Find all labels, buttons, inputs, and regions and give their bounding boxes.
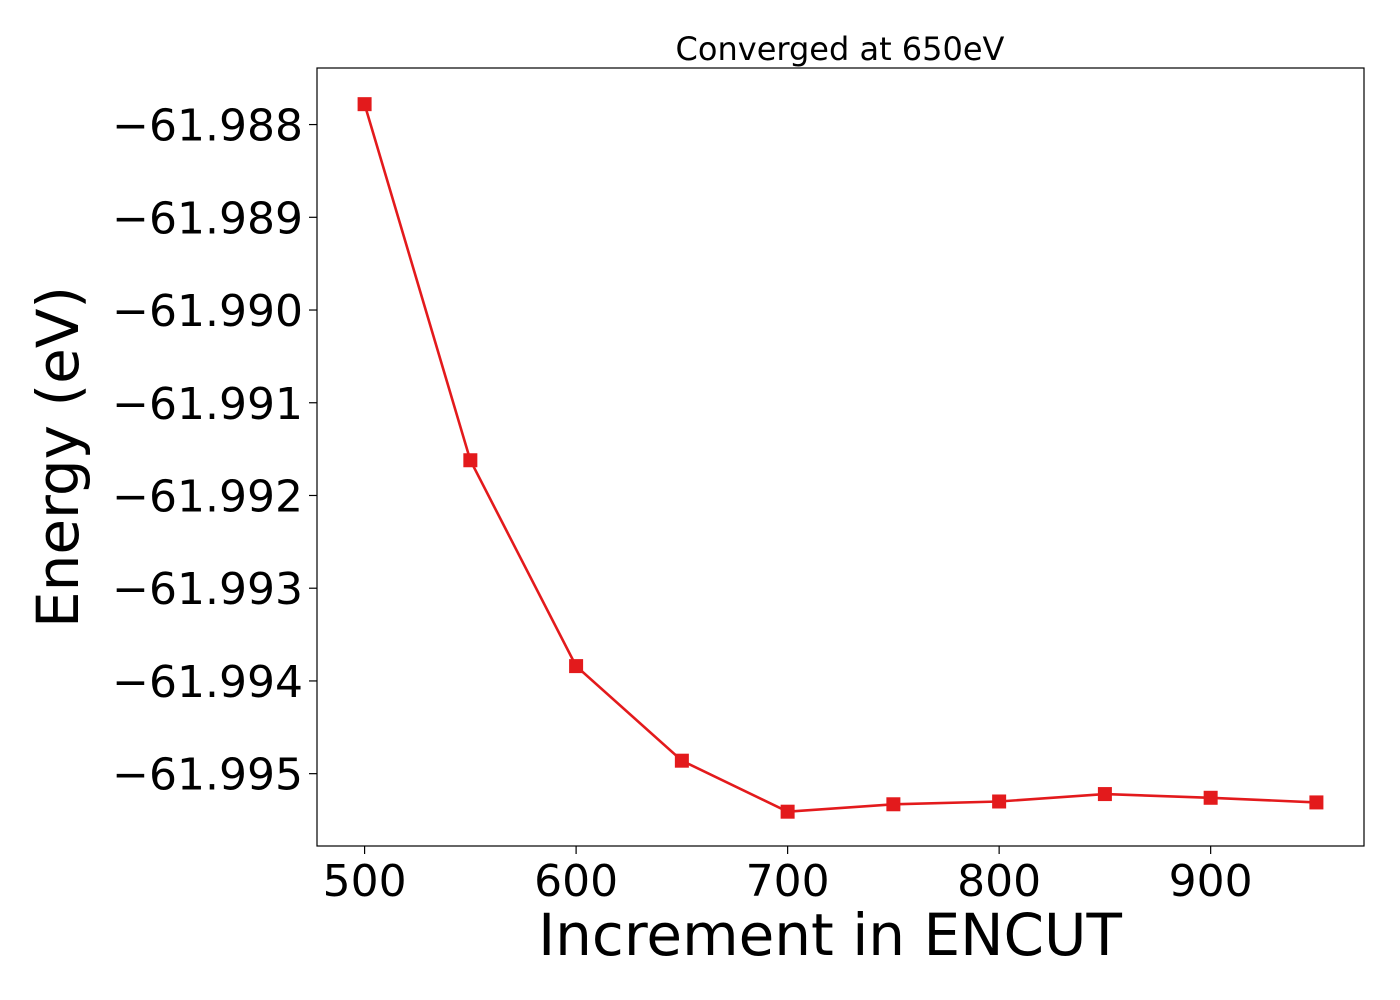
data-point	[1097, 787, 1112, 802]
series-group	[357, 97, 1324, 819]
y-tick-label: −61.992	[112, 471, 303, 522]
x-axis-title: Increment in ENCUT	[538, 901, 1122, 969]
data-point	[463, 453, 478, 468]
y-tick-label: −61.994	[112, 657, 303, 708]
y-axis-ticks: −61.988 −61.989 −61.990 −61.991 −61.992 −61.9…	[112, 101, 317, 801]
data-point	[674, 753, 689, 768]
plot-frame	[316, 67, 1365, 847]
x-axis-ticks: 500 600 700 800 900	[323, 846, 1253, 907]
data-point	[569, 659, 584, 674]
data-point	[886, 797, 901, 812]
data-point	[780, 804, 795, 819]
y-tick-label: −61.989	[112, 193, 303, 244]
chart-title: Converged at 650eV	[676, 30, 1005, 68]
x-tick-label: 500	[323, 856, 407, 907]
data-point	[992, 794, 1007, 809]
y-tick-label: −61.991	[112, 379, 303, 430]
series-line	[363, 103, 1317, 814]
y-axis-title: Energy (eV)	[24, 286, 92, 628]
x-tick-label: 600	[534, 856, 618, 907]
y-tick-label: −61.988	[112, 101, 303, 152]
x-tick-label: 900	[1169, 856, 1253, 907]
y-tick-label: −61.995	[112, 750, 303, 801]
data-point	[1309, 795, 1324, 810]
data-point	[357, 97, 372, 112]
data-point	[1203, 790, 1218, 805]
x-tick-label: 700	[746, 856, 830, 907]
y-tick-label: −61.990	[112, 286, 303, 337]
x-tick-label: 800	[957, 856, 1041, 907]
y-tick-label: −61.993	[112, 564, 303, 615]
